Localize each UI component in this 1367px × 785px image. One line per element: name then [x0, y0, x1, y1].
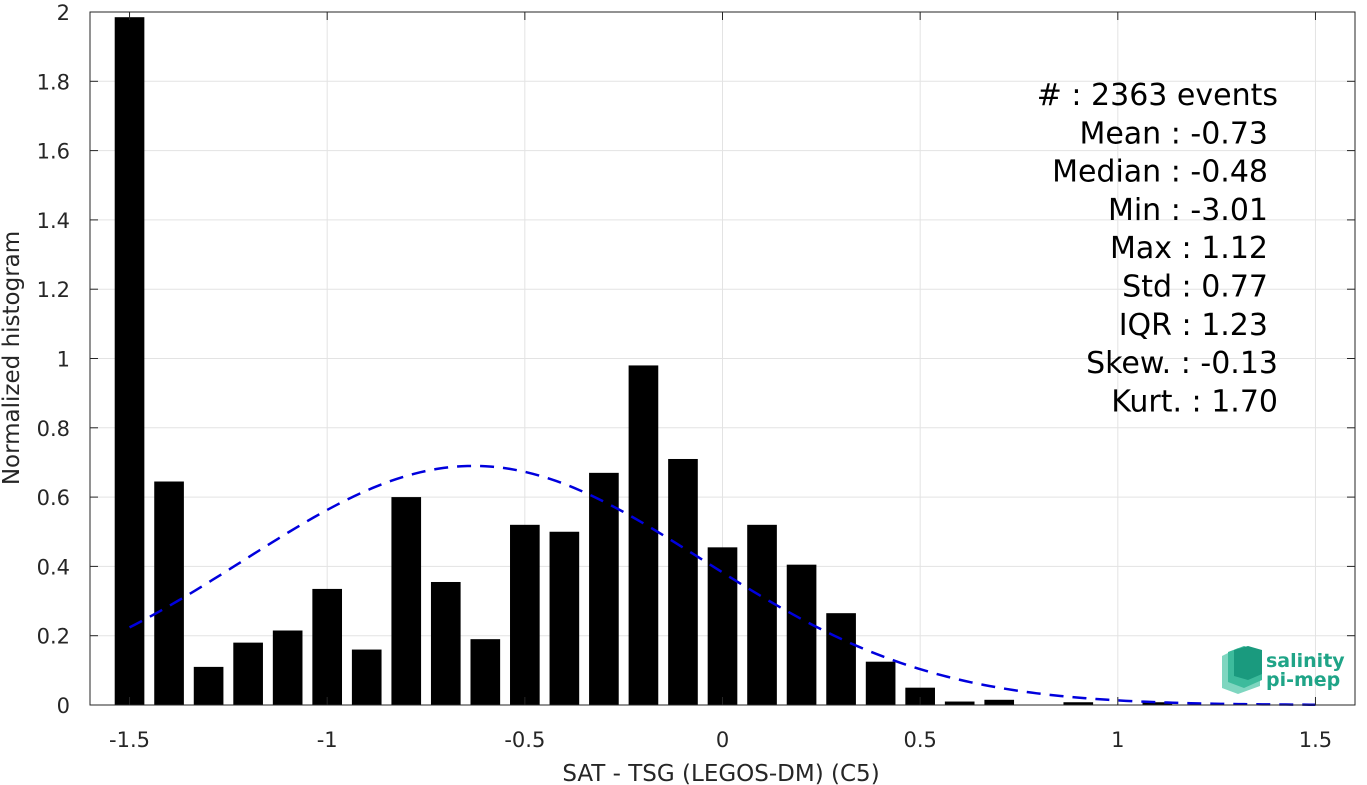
histogram-bar — [430, 581, 461, 705]
histogram-bar — [312, 588, 343, 705]
histogram-bar — [470, 639, 501, 705]
histogram-bar — [1063, 702, 1094, 705]
y-tick-label: 0.2 — [37, 625, 70, 649]
histogram-bar — [668, 458, 698, 705]
histogram-bar — [628, 365, 659, 705]
histogram-bar — [747, 524, 777, 705]
histogram-bar — [1142, 702, 1173, 705]
histogram-bar — [786, 564, 817, 705]
histogram-bar — [826, 613, 856, 705]
y-tick-label: 1.6 — [37, 140, 70, 164]
stats-line: Mean : -0.73 — [1079, 116, 1268, 151]
y-tick-label: 1.8 — [37, 70, 70, 94]
histogram-bar — [114, 17, 145, 705]
histogram-bar — [865, 661, 896, 705]
stats-line: Max : 1.12 — [1110, 231, 1268, 266]
y-tick-label: 0.8 — [37, 417, 70, 441]
stats-line: Std : 0.77 — [1122, 270, 1268, 305]
histogram-bar — [905, 687, 935, 705]
y-tick-label: 1 — [57, 348, 70, 372]
histogram-bar — [391, 497, 422, 705]
bars — [114, 17, 1173, 705]
logo-icon — [1222, 646, 1262, 694]
y-tick-label: 0.6 — [37, 486, 70, 510]
histogram-bar — [351, 649, 382, 705]
histogram-bar — [589, 472, 619, 705]
x-tick-label: -1 — [317, 728, 338, 752]
salinity-pi-mep-logo: salinity pi-mep — [1222, 646, 1345, 694]
y-tick-label: 2 — [57, 1, 70, 25]
stats-line: Median : -0.48 — [1052, 155, 1268, 190]
x-tick-label: 0 — [716, 728, 729, 752]
x-tick-label: -0.5 — [504, 728, 545, 752]
x-axis-ticks: -1.5 -1 -0.5 0 0.5 1 1.5 — [109, 12, 1332, 752]
histogram-bar — [154, 481, 184, 705]
histogram-bar — [984, 699, 1015, 705]
histogram-bar — [233, 642, 263, 705]
y-axis-ticks: 0 0.2 0.4 0.6 0.8 1 1.2 1.4 1.6 1.8 2 — [37, 1, 1355, 718]
histogram-bar — [549, 531, 580, 705]
y-tick-label: 0.4 — [37, 555, 70, 579]
stats-line: Kurt. : 1.70 — [1111, 384, 1278, 419]
x-tick-label: -1.5 — [109, 728, 150, 752]
y-tick-label: 1.2 — [37, 278, 70, 302]
histogram-bar — [272, 630, 303, 705]
stats-line: Min : -3.01 — [1108, 193, 1268, 228]
stats-line: IQR : 1.23 — [1119, 308, 1268, 343]
stats-line: Skew. : -0.13 — [1086, 346, 1278, 381]
y-tick-label: 0 — [57, 694, 70, 718]
logo-line2: pi-mep — [1266, 669, 1340, 691]
histogram-bar — [944, 701, 975, 705]
x-axis-label: SAT - TSG (LEGOS-DM) (C5) — [562, 761, 879, 785]
x-tick-label: 1 — [1111, 728, 1124, 752]
y-axis-label: Normalized histogram — [0, 231, 25, 485]
histogram-bar — [193, 666, 224, 705]
x-tick-label: 0.5 — [903, 728, 936, 752]
logo-line1: salinity — [1266, 650, 1345, 672]
y-tick-label: 1.4 — [37, 209, 70, 233]
histogram-bar — [510, 524, 540, 705]
x-tick-label: 1.5 — [1299, 728, 1332, 752]
stats-line: # : 2363 events — [1037, 78, 1278, 113]
histogram-bar — [707, 547, 738, 705]
